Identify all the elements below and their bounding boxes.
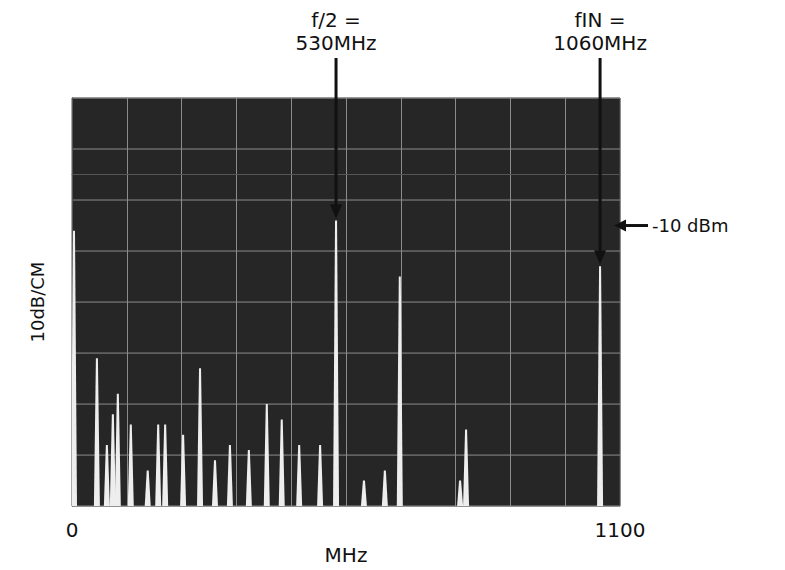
- svg-text:1100: 1100: [595, 518, 646, 542]
- svg-text:1060MHz: 1060MHz: [553, 31, 647, 55]
- svg-text:f/2 =: f/2 =: [311, 8, 361, 32]
- svg-text:MHz: MHz: [325, 543, 368, 567]
- svg-text:530MHz: 530MHz: [296, 31, 377, 55]
- svg-text:0: 0: [66, 518, 79, 542]
- svg-text:fIN =: fIN =: [575, 8, 626, 32]
- svg-text:-10 dBm: -10 dBm: [652, 215, 728, 236]
- svg-text:10dB/CM: 10dB/CM: [27, 262, 48, 343]
